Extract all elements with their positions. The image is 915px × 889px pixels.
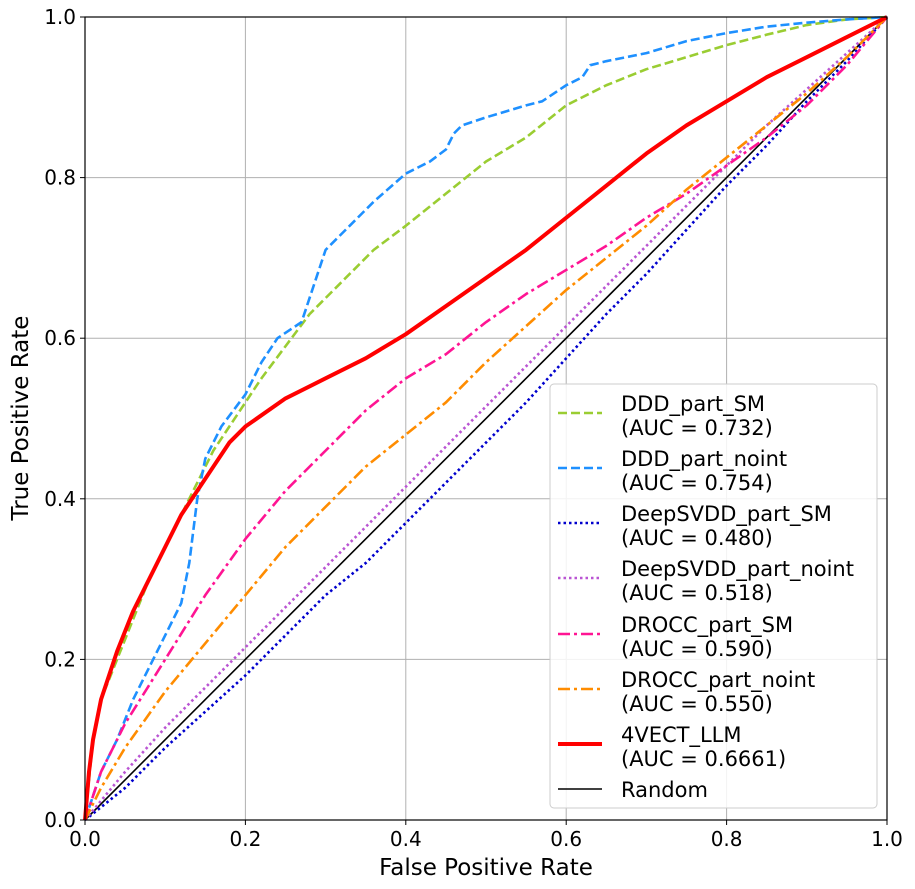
series-line-4vect-llm: [83, 15, 888, 821]
legend-box: [549, 383, 878, 809]
y-tick-label-1: 0.2: [44, 647, 76, 671]
x-tick-label-4: 0.8: [711, 827, 743, 851]
ticks: 0.0 0.2 0.4 0.6 0.8 1.0 0.0 0.2 0.4 0.6 0.8 1.0: [44, 5, 903, 851]
legend-auc-4vect-llm: (AUC = 0.6661): [621, 747, 786, 771]
legend-auc-drocc-part-noint: (AUC = 0.550): [621, 692, 773, 716]
legend-auc-deepsvdd-part-sm: (AUC = 0.480): [621, 526, 773, 550]
legend-label-deepsvdd-part-sm: DeepSVDD_part_SM: [621, 502, 832, 527]
series-line-ddd-part-noint: [83, 15, 888, 821]
legend-label-ddd-part-noint: DDD_part_noint: [621, 447, 787, 472]
legend-label-ddd-part-sm: DDD_part_SM: [621, 392, 765, 417]
legend-auc-ddd-part-noint: (AUC = 0.754): [621, 471, 773, 495]
legend-label-drocc-part-noint: DROCC_part_noint: [621, 668, 815, 693]
legend: DDD_part_SM(AUC = 0.732)DDD_part_noint(A…: [549, 383, 878, 809]
series-layer: [83, 15, 888, 822]
y-tick-label-2: 0.4: [44, 487, 76, 511]
x-tick-label-5: 1.0: [871, 827, 903, 851]
y-tick-label-4: 0.8: [44, 166, 76, 190]
series-line-random: [84, 16, 888, 821]
x-tick-label-2: 0.4: [390, 827, 422, 851]
x-axis-label: False Positive Rate: [379, 855, 593, 881]
series-line-deepsvdd-part-sm: [84, 16, 888, 822]
y-tick-label-5: 1.0: [44, 5, 76, 29]
x-tick-label-3: 0.6: [550, 827, 582, 851]
legend-label-drocc-part-sm: DROCC_part_SM: [621, 613, 793, 638]
legend-auc-drocc-part-sm: (AUC = 0.590): [621, 637, 773, 661]
legend-label-deepsvdd-part-noint: DeepSVDD_part_noint: [621, 557, 854, 582]
y-tick-label-3: 0.6: [44, 326, 76, 350]
x-tick-label-1: 0.2: [229, 827, 261, 851]
grid: [84, 16, 888, 821]
plot-frame: [84, 16, 888, 821]
y-tick-label-0: 0.0: [44, 808, 76, 832]
legend-auc-ddd-part-sm: (AUC = 0.732): [621, 416, 773, 440]
x-tick-label-0: 0.0: [69, 827, 101, 851]
series-line-drocc-part-sm: [83, 16, 888, 821]
legend-label-4vect-llm: 4VECT_LLM: [621, 723, 742, 748]
legend-label-random: Random: [621, 778, 708, 802]
series-line-drocc-part-noint: [83, 16, 888, 821]
y-axis-label: True Positive Rate: [8, 316, 34, 522]
legend-auc-deepsvdd-part-noint: (AUC = 0.518): [621, 581, 773, 605]
